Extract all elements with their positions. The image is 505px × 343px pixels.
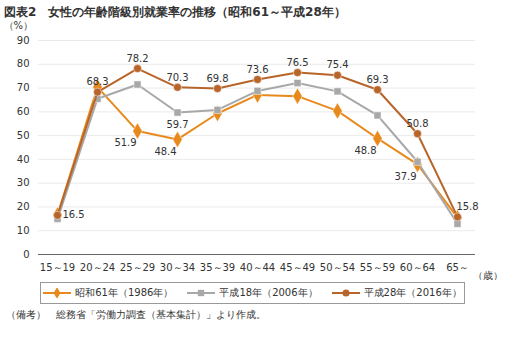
svg-text:60: 60 <box>17 106 30 117</box>
svg-text:59.7: 59.7 <box>166 119 188 130</box>
svg-text:65～: 65～ <box>446 262 469 273</box>
svg-text:78.2: 78.2 <box>126 53 148 64</box>
svg-text:50: 50 <box>17 130 30 141</box>
svg-text:15～19: 15～19 <box>40 262 75 273</box>
svg-text:68.3: 68.3 <box>86 76 108 87</box>
svg-text:10: 10 <box>17 225 30 236</box>
html-text:平成18年（2006年）: 平成18年（2006年） <box>219 287 318 298</box>
svg-text:73.6: 73.6 <box>246 64 268 75</box>
svg-text:69.8: 69.8 <box>206 73 228 84</box>
svg-text:40: 40 <box>17 154 30 165</box>
svg-text:16.5: 16.5 <box>62 209 84 220</box>
svg-text:70.3: 70.3 <box>166 72 188 83</box>
svg-text:30～34: 30～34 <box>160 262 195 273</box>
html-text:昭和61年（1986年）: 昭和61年（1986年） <box>75 287 174 298</box>
svg-text:69.3: 69.3 <box>366 74 388 85</box>
svg-text:（歳）: （歳） <box>473 270 503 281</box>
svg-text:30: 30 <box>17 177 30 188</box>
svg-text:51.9: 51.9 <box>114 137 136 148</box>
svg-text:48.4: 48.4 <box>154 146 176 157</box>
svg-text:70: 70 <box>17 82 30 93</box>
svg-text:0: 0 <box>23 249 29 260</box>
svg-text:20: 20 <box>17 201 30 212</box>
html-text:平成28年（2016年）: 平成28年（2016年） <box>363 287 462 298</box>
svg-text:40～44: 40～44 <box>240 262 275 273</box>
html-text:図表2 女性の年齢階級別就業率の推移（昭和61～平成28年）: 図表2 女性の年齢階級別就業率の推移（昭和61～平成28年） <box>4 5 346 19</box>
svg-text:50.8: 50.8 <box>406 118 428 129</box>
svg-text:50～54: 50～54 <box>320 262 355 273</box>
svg-text:35～39: 35～39 <box>200 262 235 273</box>
svg-text:45～49: 45～49 <box>280 262 315 273</box>
svg-text:55～59: 55～59 <box>360 262 395 273</box>
svg-text:37.9: 37.9 <box>394 171 416 182</box>
svg-text:48.8: 48.8 <box>354 145 376 156</box>
svg-text:15.8: 15.8 <box>456 201 478 212</box>
svg-text:60～64: 60～64 <box>400 262 435 273</box>
svg-text:76.5: 76.5 <box>286 57 308 68</box>
svg-text:20～24: 20～24 <box>80 262 115 273</box>
svg-text:25～29: 25～29 <box>120 262 155 273</box>
svg-text:75.4: 75.4 <box>326 59 348 70</box>
svg-text:（%）: （%） <box>4 20 34 31</box>
svg-text:80: 80 <box>17 58 30 69</box>
svg-text:90: 90 <box>17 35 30 46</box>
html-text:（備考） 総務省「労働力調査（基本集計）」より作成。: （備考） 総務省「労働力調査（基本集計）」より作成。 <box>6 309 266 320</box>
